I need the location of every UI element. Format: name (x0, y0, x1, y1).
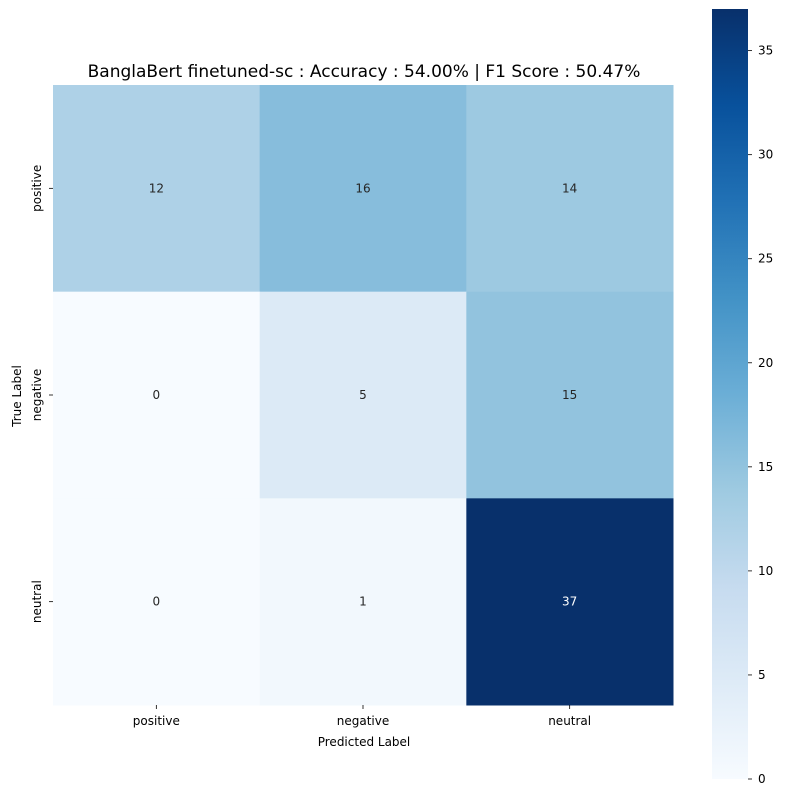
y-tick-label-positive: positive (30, 165, 44, 212)
colorbar-tick-label-15: 15 (758, 460, 773, 474)
cell-value-r2-c1: 1 (359, 595, 367, 609)
cell-value-r0-c2: 14 (562, 181, 577, 195)
colorbar-ticks: 0 5 10 15 20 25 30 35 (748, 44, 773, 786)
x-tick-label-positive: positive (133, 714, 180, 728)
colorbar-tick-label-30: 30 (758, 148, 773, 162)
y-axis: positive negative neutral (30, 165, 53, 623)
colorbar-tick-label-20: 20 (758, 356, 773, 370)
heatmap-cell-r1-c1 (259, 291, 467, 499)
heatmap-cell-r0-c1 (259, 85, 467, 293)
x-axis: positive negative neutral (133, 705, 591, 728)
heatmap-cell-r1-c2 (466, 291, 674, 499)
colorbar-tick-label-25: 25 (758, 252, 773, 266)
heatmap-cell-r2-c1 (259, 498, 467, 706)
cell-value-r1-c2: 15 (562, 388, 577, 402)
cell-value-r2-c2: 37 (562, 595, 577, 609)
cell-value-r1-c1: 5 (359, 388, 367, 402)
y-tick-label-negative: negative (30, 369, 44, 421)
heatmap-cell-labels: 12 16 14 0 5 15 0 1 37 (149, 181, 578, 608)
colorbar-tick-label-10: 10 (758, 564, 773, 578)
cell-value-r0-c0: 12 (149, 181, 164, 195)
y-tick-label-neutral: neutral (30, 580, 44, 623)
y-axis-label: True Label (10, 365, 24, 428)
heatmap-cell-r0-c2 (466, 85, 674, 293)
chart-title: BanglaBert finetuned-sc : Accuracy : 54.… (88, 62, 641, 82)
heatmap-cell-r2-c2 (466, 498, 674, 706)
colorbar-tick-label-0: 0 (758, 772, 766, 786)
heatmap-cell-r2-c0 (53, 498, 261, 706)
x-tick-label-neutral: neutral (548, 714, 591, 728)
colorbar-tick-label-35: 35 (758, 44, 773, 58)
colorbar-gradient (712, 9, 748, 779)
heatmap-cell-r1-c0 (53, 291, 261, 499)
cell-value-r1-c0: 0 (153, 388, 161, 402)
heatmap-cells (53, 85, 674, 706)
colorbar-tick-label-5: 5 (758, 668, 766, 682)
cell-value-r0-c1: 16 (355, 181, 370, 195)
x-axis-label: Predicted Label (318, 735, 411, 749)
cell-value-r2-c0: 0 (153, 595, 161, 609)
heatmap-cell-r0-c0 (53, 85, 261, 293)
x-tick-label-negative: negative (337, 714, 389, 728)
colorbar: 0 5 10 15 20 25 30 35 (712, 9, 773, 786)
